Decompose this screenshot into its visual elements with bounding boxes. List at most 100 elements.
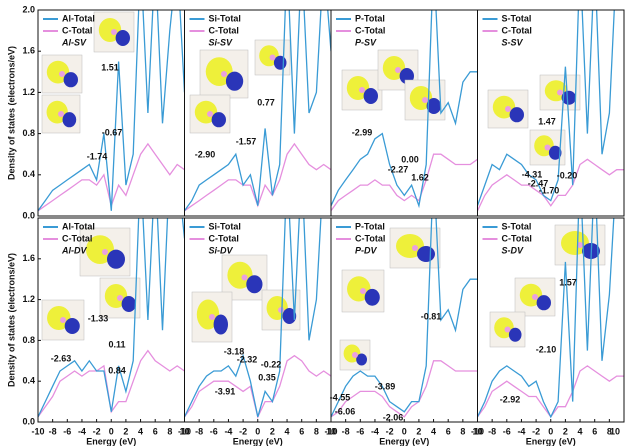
peak-annotation: -2.92 (500, 394, 521, 404)
y-tick-label: 1.6 (22, 46, 35, 56)
peak-annotation: -0.67 (102, 127, 123, 137)
x-axis-label: Energy (eV) (86, 436, 136, 446)
orbital-lobe (417, 246, 435, 262)
x-tick-label: -10 (31, 426, 44, 436)
orbital-lobe (205, 57, 233, 86)
peak-annotation: 1.47 (538, 116, 556, 126)
orbital-lobe (409, 86, 433, 110)
dos-curve (331, 10, 478, 209)
y-tick-label: 1.2 (22, 87, 35, 97)
x-tick-label: -10 (471, 426, 484, 436)
atom (557, 89, 563, 96)
y-tick-label: 1.2 (22, 294, 35, 304)
peak-annotation: 1.51 (101, 62, 119, 72)
peak-annotation: -4.31 (522, 169, 543, 179)
atom (207, 111, 213, 117)
x-tick-label: 6 (299, 426, 304, 436)
y-tick-label: 2.0 (22, 4, 35, 14)
orbital-lobe (194, 100, 218, 124)
x-tick-label: 2 (416, 426, 421, 436)
x-tick-label: -10 (178, 426, 191, 436)
legend-label: S-Total (502, 13, 532, 23)
orbital-lobe (561, 90, 576, 105)
legend-label: C-Total (355, 233, 385, 243)
peak-annotation: 0.11 (108, 339, 125, 349)
x-tick-label: 6 (446, 426, 451, 436)
orbital-lobe (508, 327, 522, 342)
panel (331, 10, 478, 212)
peak-annotation: -0.20 (557, 170, 578, 180)
x-tick-label: 4 (431, 426, 436, 436)
atom (209, 314, 215, 320)
atom (360, 288, 366, 294)
x-tick-label: 6 (592, 426, 597, 436)
atom (504, 326, 511, 333)
panel-label: Si-DV (209, 245, 234, 255)
legend-label: S-Total (502, 221, 532, 231)
x-tick-label: -6 (503, 426, 511, 436)
panel (38, 10, 185, 212)
x-tick-label: 2 (123, 426, 128, 436)
dos-curve (477, 365, 624, 419)
orbital-lobe (196, 299, 220, 330)
peak-annotation: -2.47 (528, 178, 549, 188)
peak-annotation: -1.57 (236, 136, 257, 146)
panel-label: S-DV (502, 245, 524, 255)
y-tick-label: 0.0 (22, 210, 35, 220)
x-tick-label: -4 (78, 426, 86, 436)
peak-annotation: 0.84 (108, 365, 126, 375)
atom (241, 274, 248, 281)
orbital-lobe (211, 112, 226, 128)
x-tick-label: -2 (532, 426, 540, 436)
y-tick-label: 0.4 (22, 169, 35, 179)
x-tick-label: -6 (63, 426, 71, 436)
atom (102, 249, 108, 255)
peak-annotation: -3.89 (375, 381, 396, 391)
legend-label: C-Total (209, 25, 239, 35)
orbital-lobe (213, 314, 228, 335)
x-tick-label: 8 (167, 426, 172, 436)
peak-annotation: -2.32 (237, 354, 258, 364)
x-tick-label: -8 (195, 426, 203, 436)
panel (477, 218, 624, 419)
orbital-lobe (509, 107, 524, 123)
orbital-lobe (104, 284, 128, 308)
orbital-lobe (544, 80, 568, 102)
atom (359, 87, 365, 93)
legend-label: C-Total (209, 233, 239, 243)
peak-annotation: 1.62 (411, 172, 429, 182)
orbital-lobe (426, 98, 441, 114)
panel-frame (330, 9, 478, 217)
dos-curve (477, 218, 615, 419)
peak-annotation: 0.00 (401, 154, 419, 164)
peak-annotation: 0.77 (257, 97, 275, 107)
y-tick-label: 0.4 (22, 376, 35, 386)
atom (278, 307, 284, 313)
x-tick-label: 10 (326, 426, 336, 436)
orbital-lobe (356, 353, 367, 366)
legend-label: P-Total (355, 13, 385, 23)
y-axis-label: Density of states (electrons/eV) (6, 46, 16, 180)
y-tick-label: 1.6 (22, 253, 35, 263)
peak-annotation: 0.35 (258, 372, 276, 382)
peak-annotation: -2.90 (195, 149, 216, 159)
peak-annotation: -2.63 (51, 353, 72, 363)
orbital-lobe (282, 308, 297, 324)
atom (577, 242, 583, 248)
x-tick-label: 2 (563, 426, 568, 436)
x-tick-label: -8 (49, 426, 57, 436)
peak-annotation: -0.22 (261, 359, 282, 369)
orbital-lobe (246, 275, 263, 294)
x-tick-label: 8 (314, 426, 319, 436)
orbital-lobe (63, 72, 78, 88)
x-tick-label: -10 (324, 426, 337, 436)
panel-frame (477, 9, 625, 217)
x-tick-label: 6 (153, 426, 158, 436)
orbital-lobe (347, 276, 371, 302)
atom (59, 71, 65, 77)
orbital-lobe (492, 95, 516, 119)
orbital-lobe (536, 295, 551, 311)
x-tick-label: -6 (210, 426, 218, 436)
orbital-lobe (64, 318, 80, 334)
atom (505, 106, 511, 112)
